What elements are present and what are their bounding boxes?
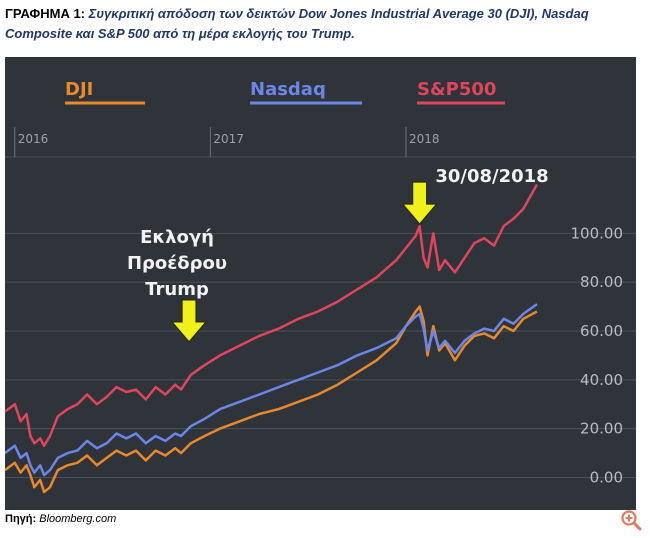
source-label: Πηγή: xyxy=(5,513,37,525)
chart-panel: 2016 2017 2018 0.00 20.00 40.00 60.00 80.00 100.… xyxy=(5,57,636,510)
figure-caption: ΓΡΑΦΗΜΑ 1: Συγκριτική απόδοση των δεικτώ… xyxy=(5,4,641,44)
y-tick-label: 80.00 xyxy=(580,273,623,291)
y-tick-label: 0.00 xyxy=(590,468,623,486)
annotation-label: Trump xyxy=(145,279,209,300)
source-value: Bloomberg.com xyxy=(39,513,117,525)
y-tick-label: 20.00 xyxy=(580,420,623,438)
caption-label: ΓΡΑΦΗΜΑ 1: xyxy=(5,6,86,21)
y-tick-label: 40.00 xyxy=(580,371,623,389)
y-tick-label: 60.00 xyxy=(580,322,623,340)
caption-text: Συγκριτική απόδοση των δεικτών Dow Jones… xyxy=(5,6,589,41)
election-arrow xyxy=(170,299,208,343)
date-annotation: 30/08/2018 xyxy=(435,166,548,187)
peak-arrow xyxy=(401,181,438,225)
line-chart: 2016 2017 2018 0.00 20.00 40.00 60.00 80.00 100.… xyxy=(5,79,636,494)
annotation-label: Εκλογή xyxy=(140,227,214,248)
series-line-sp500 xyxy=(5,183,539,447)
x-tick-label: 2018 xyxy=(409,132,440,146)
legend-label: Nasdaq xyxy=(250,79,326,100)
x-tick-label: 2017 xyxy=(213,132,244,146)
legend-label: DJI xyxy=(65,79,93,100)
series-line-nasdaq xyxy=(5,303,538,477)
legend-label: S&P500 xyxy=(417,79,496,100)
annotation-label: Προέδρου xyxy=(127,253,227,274)
source-note: Πηγή: Bloomberg.com xyxy=(5,513,116,525)
x-tick-label: 2016 xyxy=(18,132,49,146)
zoom-in-icon[interactable] xyxy=(619,508,645,534)
y-tick-label: 100.00 xyxy=(571,224,624,242)
series-line-dji xyxy=(5,305,538,494)
